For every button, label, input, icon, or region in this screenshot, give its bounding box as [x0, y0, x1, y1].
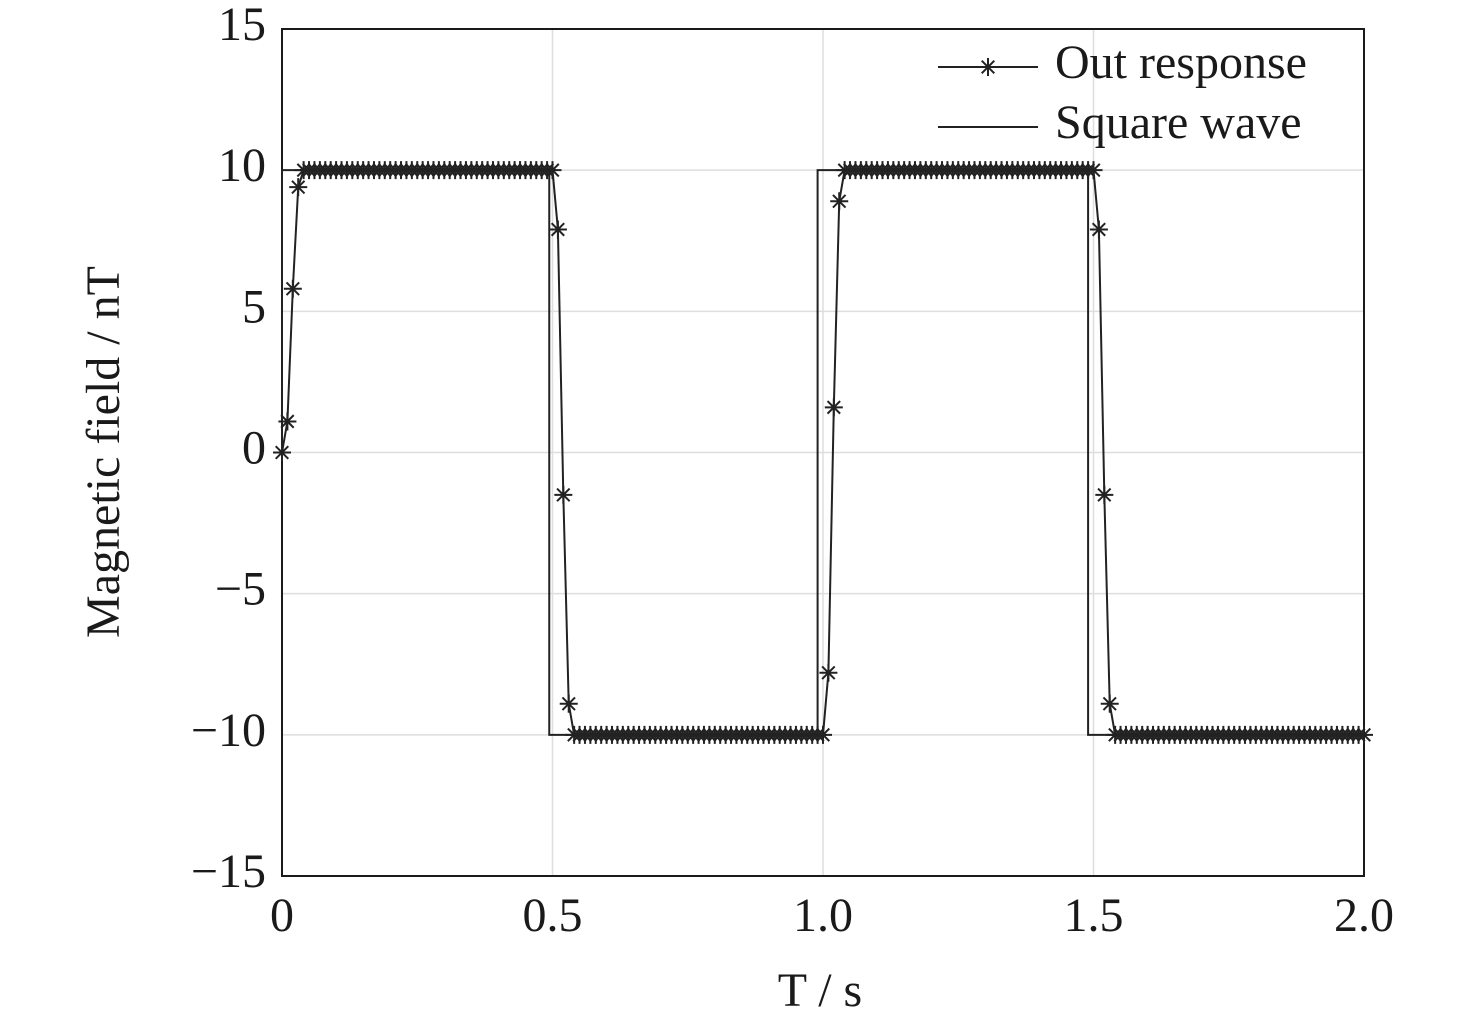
y-tick-label: −5: [215, 563, 266, 616]
series-line: [281, 169, 1364, 736]
x-tick-label: 2.0: [1334, 889, 1394, 942]
x-tick-label: 0.5: [523, 889, 583, 942]
marker: [554, 485, 573, 504]
marker: [283, 279, 302, 298]
legend-label: Square wave: [1055, 96, 1302, 149]
marker: [548, 220, 567, 239]
marker: [1089, 220, 1108, 239]
x-tick-label: 0: [270, 889, 294, 942]
marker: [814, 725, 832, 744]
y-tick-label: −15: [191, 845, 266, 898]
marker: [543, 161, 562, 180]
marker: [1084, 161, 1103, 180]
x-tick-label: 1.0: [793, 889, 853, 942]
marker: [278, 412, 297, 431]
legend-label: Out response: [1055, 36, 1307, 89]
y-tick-label: −10: [191, 704, 266, 757]
y-tick-label: 0: [242, 422, 266, 475]
marker: [830, 192, 849, 211]
y-tick-label: 10: [218, 139, 266, 192]
marker: [824, 398, 843, 417]
x-tick-label: 1.5: [1064, 889, 1124, 942]
marker: [1095, 485, 1114, 504]
marker: [1100, 694, 1119, 713]
legend-marker: [979, 58, 997, 76]
marker: [819, 663, 838, 682]
y-tick-label: 15: [218, 0, 266, 51]
marker: [289, 178, 308, 197]
y-tick-label: 5: [242, 280, 266, 333]
y-axis-label: Magnetic field / nT: [77, 266, 130, 638]
x-axis-label: T / s: [778, 964, 862, 1017]
marker: [559, 694, 578, 713]
